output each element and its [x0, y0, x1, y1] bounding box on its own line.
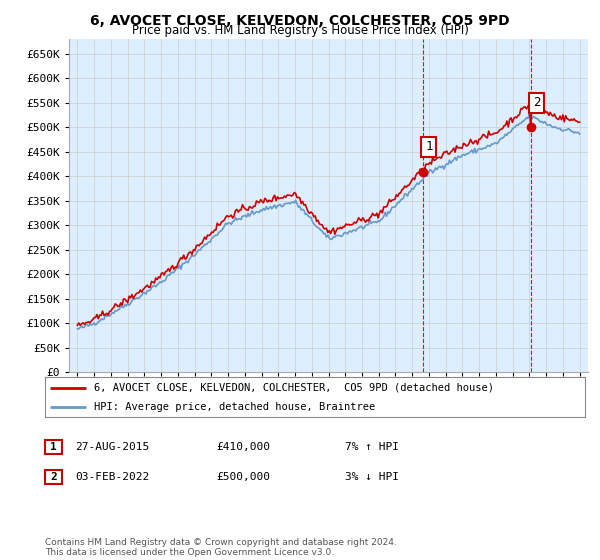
Text: £410,000: £410,000 [216, 442, 270, 452]
Text: 7% ↑ HPI: 7% ↑ HPI [345, 442, 399, 452]
Text: 2: 2 [50, 472, 57, 482]
Text: 6, AVOCET CLOSE, KELVEDON, COLCHESTER, CO5 9PD: 6, AVOCET CLOSE, KELVEDON, COLCHESTER, C… [90, 14, 510, 28]
Text: 6, AVOCET CLOSE, KELVEDON, COLCHESTER,  CO5 9PD (detached house): 6, AVOCET CLOSE, KELVEDON, COLCHESTER, C… [94, 383, 494, 393]
Text: 03-FEB-2022: 03-FEB-2022 [75, 472, 149, 482]
Text: £500,000: £500,000 [216, 472, 270, 482]
Text: HPI: Average price, detached house, Braintree: HPI: Average price, detached house, Brai… [94, 402, 375, 412]
Text: 2: 2 [533, 96, 541, 109]
Text: 1: 1 [425, 141, 433, 153]
Text: 3% ↓ HPI: 3% ↓ HPI [345, 472, 399, 482]
Text: Price paid vs. HM Land Registry's House Price Index (HPI): Price paid vs. HM Land Registry's House … [131, 24, 469, 37]
Text: Contains HM Land Registry data © Crown copyright and database right 2024.
This d: Contains HM Land Registry data © Crown c… [45, 538, 397, 557]
Text: 1: 1 [50, 442, 57, 452]
Text: 27-AUG-2015: 27-AUG-2015 [75, 442, 149, 452]
